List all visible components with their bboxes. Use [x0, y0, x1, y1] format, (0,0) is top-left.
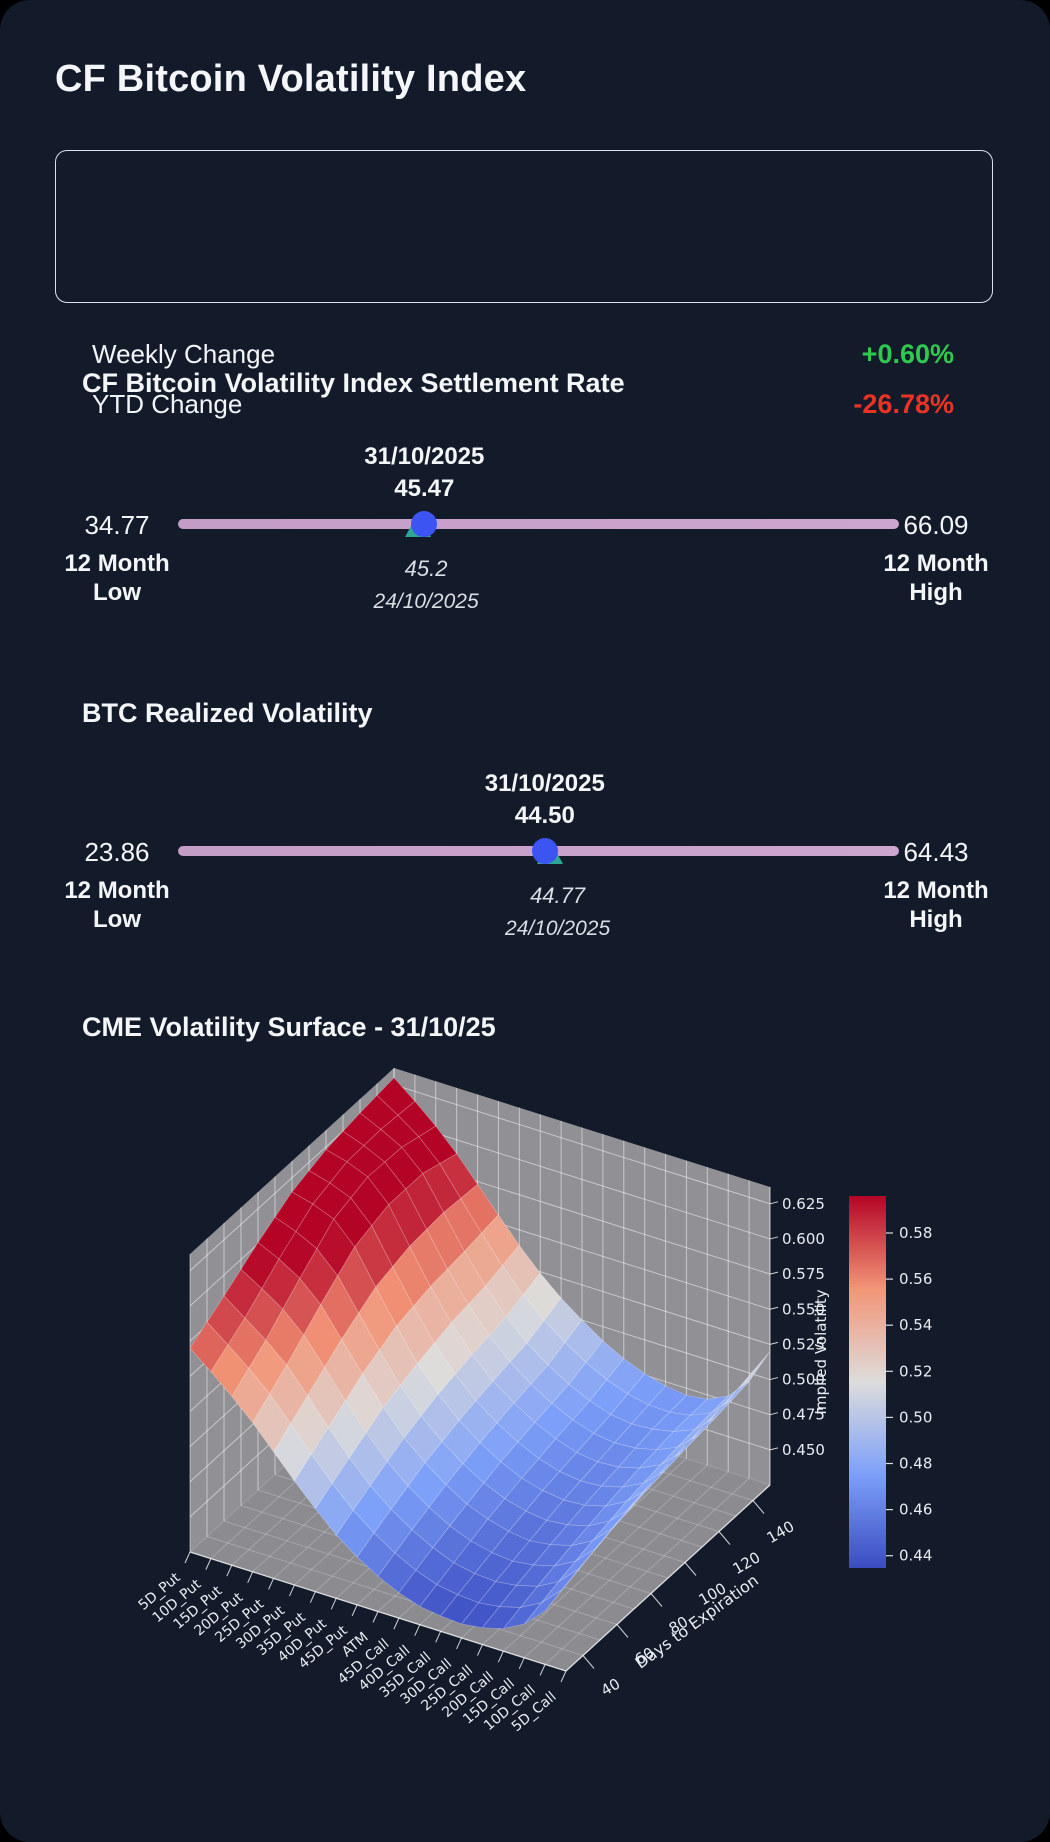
z-tick-label: 0.500: [782, 1371, 825, 1389]
range-low-label: 12 Month Low: [64, 550, 170, 606]
z-tick-label: 0.600: [782, 1230, 825, 1248]
change-summary-box: Weekly Change +0.60% YTD Change -26.78%: [55, 150, 993, 419]
surface-cell: [601, 1466, 640, 1488]
weekly-change-label: Weekly Change: [92, 339, 276, 369]
surface-cell: [482, 1606, 521, 1630]
colorbar-tick-label: 0.52: [899, 1362, 932, 1380]
previous-date-label: 24/10/2025: [505, 917, 611, 940]
ytd-change-value: -26.78%: [853, 389, 954, 419]
current-date-label: 31/10/2025: [364, 443, 485, 470]
colorbar-tick-label: 0.56: [899, 1270, 932, 1288]
range-low-label: 12 Month Low: [64, 877, 170, 933]
current-value-label: 45.47: [394, 475, 455, 502]
colorbar-tick-label: 0.58: [899, 1224, 932, 1242]
weekly-change-value: +0.60%: [861, 339, 954, 369]
surface-cell: [618, 1447, 657, 1469]
colorbar-tick-label: 0.46: [899, 1501, 932, 1519]
current-value-label: 44.50: [514, 802, 575, 829]
colorbar-tick-label: 0.44: [899, 1547, 932, 1565]
current-marker-dot: [411, 511, 438, 537]
surface-cell: [567, 1504, 606, 1527]
z-tick-label: 0.450: [782, 1441, 825, 1459]
volatility-surface-3d-plot: 5D_Put10D_Put15D_Put20D_Put25D_Put30D_Pu…: [136, 1068, 932, 1735]
settlement-rate-title: CF Bitcoin Volatility Index Settlement R…: [82, 368, 625, 398]
ytd-change-label: YTD Change: [92, 389, 243, 419]
y-tick-label: 40: [598, 1675, 624, 1700]
current-marker-dot: [531, 838, 558, 864]
surface-cell: [550, 1524, 589, 1546]
surface-mesh: [189, 1077, 771, 1630]
previous-value-label: 45.2: [404, 556, 448, 581]
previous-value-label: 44.77: [530, 883, 586, 908]
y-tick-label: 140: [764, 1517, 798, 1547]
range-high-value: 64.43: [903, 837, 969, 867]
z-tick-label: 0.525: [782, 1335, 825, 1353]
realized-vol-title: BTC Realized Volatility: [82, 698, 373, 728]
range-high-label: 12 Month High: [883, 877, 989, 933]
z-tick-label: 0.625: [782, 1195, 825, 1213]
colorbar-gradient: [849, 1196, 886, 1568]
range-low-value: 23.86: [84, 837, 150, 867]
vol-surface-title: CME Volatility Surface - 31/10/25: [82, 1012, 496, 1042]
range-bar: [178, 519, 899, 529]
z-axis-title: Implied Volatility: [812, 1289, 830, 1414]
colorbar-tick-label: 0.54: [899, 1316, 932, 1334]
weekly-change-row: Weekly Change +0.60%: [92, 339, 954, 370]
current-date-label: 31/10/2025: [484, 770, 605, 797]
colorbar: 0.58 0.56 0.54 0.52 0.50 0.48 0.46 0.44: [849, 1196, 932, 1568]
colorbar-tick-label: 0.48: [899, 1455, 932, 1473]
range-low-value: 34.77: [84, 510, 150, 540]
previous-date-label: 24/10/2025: [373, 590, 479, 613]
range-high-value: 66.09: [903, 510, 969, 540]
z-tick-label: 0.550: [782, 1300, 825, 1318]
colorbar-tick-label: 0.50: [899, 1408, 932, 1426]
z-tick-label: 0.575: [782, 1265, 825, 1283]
range-high-label: 12 Month High: [883, 550, 989, 606]
page-title: CF Bitcoin Volatility Index: [55, 58, 527, 100]
z-tick-label: 0.475: [782, 1406, 825, 1424]
ytd-change-row: YTD Change -26.78%: [92, 389, 954, 420]
